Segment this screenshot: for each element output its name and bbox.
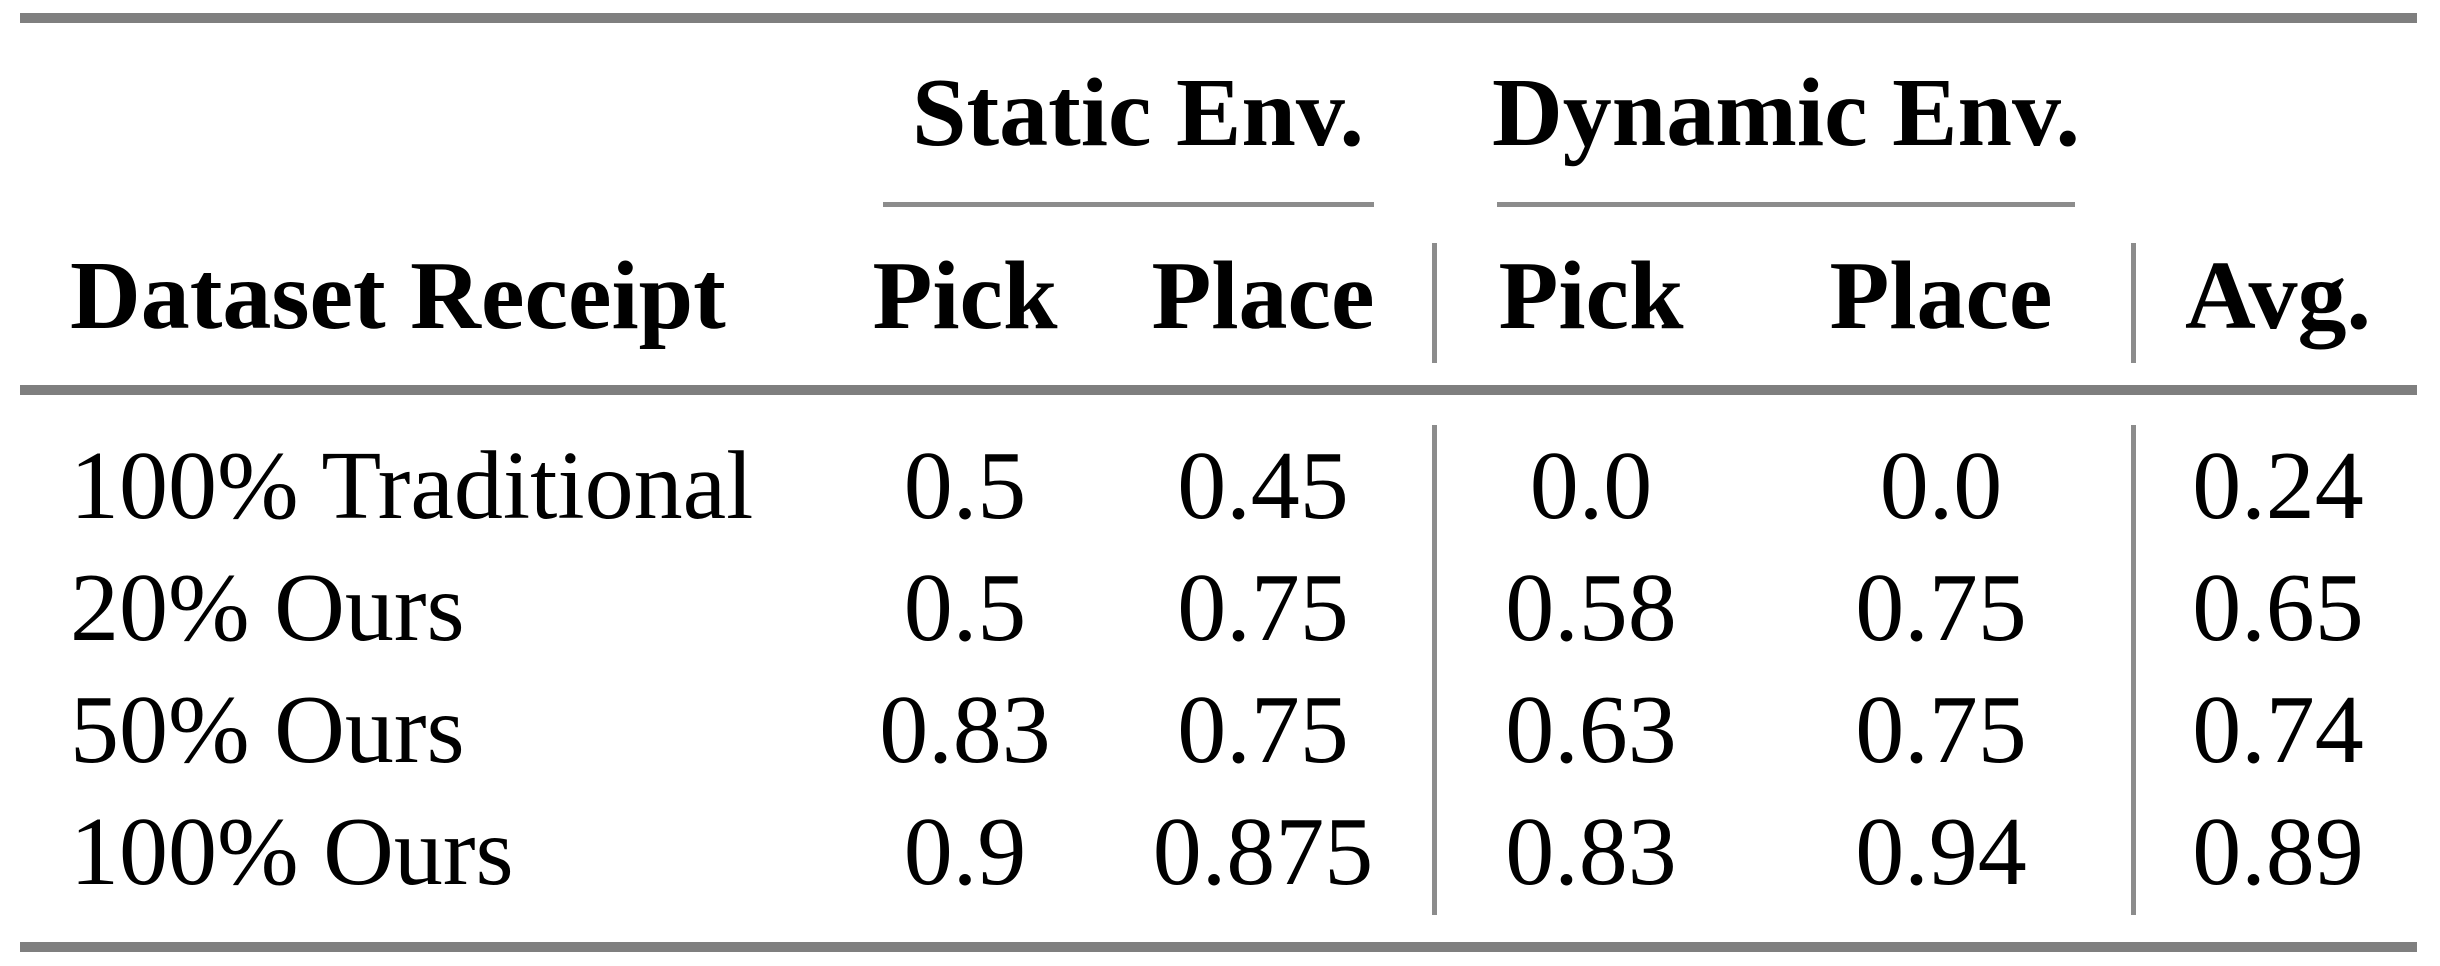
cell-avg: 0.24	[2192, 432, 2364, 540]
cell-static-place: 0.45	[1177, 432, 1349, 540]
vertical-rule-header-avg	[2131, 243, 2136, 363]
cell-dynamic-place: 0.94	[1855, 798, 2027, 906]
column-header-avg: Avg.	[2185, 242, 2371, 350]
cell-dynamic-place: 0.75	[1855, 554, 2027, 662]
cell-static-place: 0.75	[1177, 676, 1349, 784]
column-header-row: Dataset Receipt Pick Place Pick Place Av…	[20, 207, 2420, 385]
table-row: 100% Traditional 0.5 0.45 0.0 0.0 0.24	[20, 425, 2420, 547]
vertical-rule-body-static-dynamic	[1432, 425, 1437, 915]
row-label: 100% Ours	[70, 798, 514, 906]
cmidrule-static-env	[883, 202, 1374, 207]
cell-static-place: 0.875	[1152, 798, 1374, 906]
cell-avg: 0.74	[2192, 676, 2364, 784]
vertical-rule-header-static-dynamic	[1432, 243, 1437, 363]
table-top-rule	[20, 13, 2417, 23]
vertical-rule-body-avg	[2131, 425, 2136, 915]
cell-dynamic-pick: 0.63	[1505, 676, 1677, 784]
cell-dynamic-place: 0.0	[1879, 432, 2003, 540]
group-header-static-env: Static Env.	[912, 59, 1364, 167]
cell-static-place: 0.75	[1177, 554, 1349, 662]
table-row: 20% Ours 0.5 0.75 0.58 0.75 0.65	[20, 547, 2420, 669]
column-header-dynamic-pick: Pick	[1498, 242, 1684, 350]
cell-static-pick: 0.5	[903, 432, 1027, 540]
column-header-dataset-receipt: Dataset Receipt	[70, 242, 726, 350]
cell-dynamic-pick: 0.0	[1529, 432, 1653, 540]
cell-avg: 0.89	[2192, 798, 2364, 906]
table-row: 100% Ours 0.9 0.875 0.83 0.94 0.89	[20, 791, 2420, 913]
group-header-dynamic-env: Dynamic Env.	[1491, 59, 2081, 167]
row-label: 20% Ours	[70, 554, 465, 662]
table-bottom-rule	[20, 942, 2417, 952]
cell-dynamic-pick: 0.83	[1505, 798, 1677, 906]
group-header-row: Static Env. Dynamic Env.	[20, 23, 2420, 203]
table-header-rule	[20, 385, 2417, 395]
cell-avg: 0.65	[2192, 554, 2364, 662]
table-row: 50% Ours 0.83 0.75 0.63 0.75 0.74	[20, 669, 2420, 791]
cmidrule-dynamic-env	[1497, 202, 2075, 207]
table-body: 100% Traditional 0.5 0.45 0.0 0.0 0.24 2…	[20, 395, 2420, 913]
column-header-static-place: Place	[1151, 242, 1375, 350]
row-label: 100% Traditional	[70, 432, 754, 540]
cell-static-pick: 0.9	[903, 798, 1027, 906]
row-label: 50% Ours	[70, 676, 465, 784]
cell-dynamic-pick: 0.58	[1505, 554, 1677, 662]
column-header-static-pick: Pick	[872, 242, 1058, 350]
cell-dynamic-place: 0.75	[1855, 676, 2027, 784]
cell-static-pick: 0.5	[903, 554, 1027, 662]
column-header-dynamic-place: Place	[1829, 242, 2053, 350]
cell-static-pick: 0.83	[879, 676, 1051, 784]
